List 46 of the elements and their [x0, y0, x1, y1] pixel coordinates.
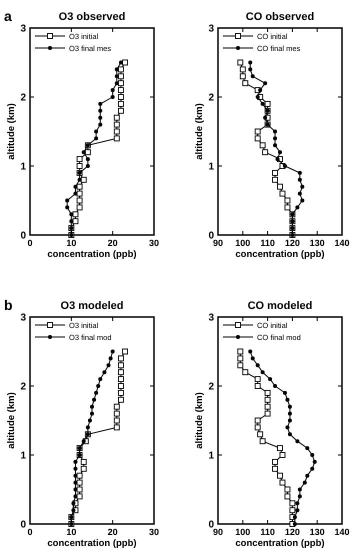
x-tick-label: 90 [212, 527, 224, 537]
chart-title: O3 observed [58, 11, 126, 23]
y-axis-title: altitude (km) [194, 103, 205, 160]
x-tick-label: 140 [334, 238, 350, 248]
x-tick-label: 140 [334, 527, 350, 537]
y-tick-label: 2 [20, 382, 26, 392]
x-tick-label: 30 [148, 238, 160, 248]
x-tick-label: 130 [310, 527, 325, 537]
x-tick-label: 100 [235, 527, 250, 537]
y-tick-label: 2 [20, 92, 26, 104]
x-tick-label: 10 [66, 527, 76, 537]
y-tick-label: 3 [20, 24, 26, 34]
x-tick-label: 130 [310, 238, 325, 248]
text: a [4, 8, 12, 24]
y-axis-title: altitude (km) [6, 392, 17, 449]
x-tick-label: 90 [212, 238, 224, 248]
x-tick-label: 20 [108, 527, 118, 537]
x-tick-label: 120 [284, 527, 300, 537]
chart-title: O3 modeled [60, 300, 124, 312]
x-tick-label: 0 [27, 238, 33, 248]
x-axis-title: concentration (ppb) [235, 249, 325, 260]
y-tick-label: 3 [208, 24, 214, 34]
y-axis-title: altitude (km) [6, 103, 17, 160]
x-tick-label: 10 [66, 238, 76, 248]
x-tick-label: 110 [260, 238, 275, 248]
x-tick-label: 100 [235, 238, 250, 248]
y-tick-label: 2 [208, 92, 214, 104]
x-axis-title: concentration (ppb) [47, 249, 137, 260]
y-axis-title: altitude (km) [194, 392, 205, 449]
x-tick-label: 120 [284, 238, 300, 248]
y-tick-label: 2 [208, 382, 214, 392]
text: b [4, 297, 13, 313]
x-axis-title: concentration (ppb) [47, 538, 137, 549]
y-tick-label: 1 [208, 162, 214, 172]
x-axis-title: concentration (ppb) [235, 538, 325, 549]
y-tick-label: 1 [208, 450, 214, 462]
y-tick-label: 3 [208, 312, 214, 324]
y-tick-label: 3 [20, 312, 26, 324]
y-tick-label: 1 [20, 162, 26, 172]
x-tick-label: 20 [108, 238, 118, 248]
chart-title: CO modeled [248, 300, 312, 312]
x-tick-label: 110 [260, 527, 275, 537]
x-tick-label: 30 [148, 527, 160, 537]
x-tick-label: 0 [27, 527, 33, 537]
chart-title: CO observed [246, 11, 314, 23]
y-tick-label: 1 [20, 450, 26, 462]
